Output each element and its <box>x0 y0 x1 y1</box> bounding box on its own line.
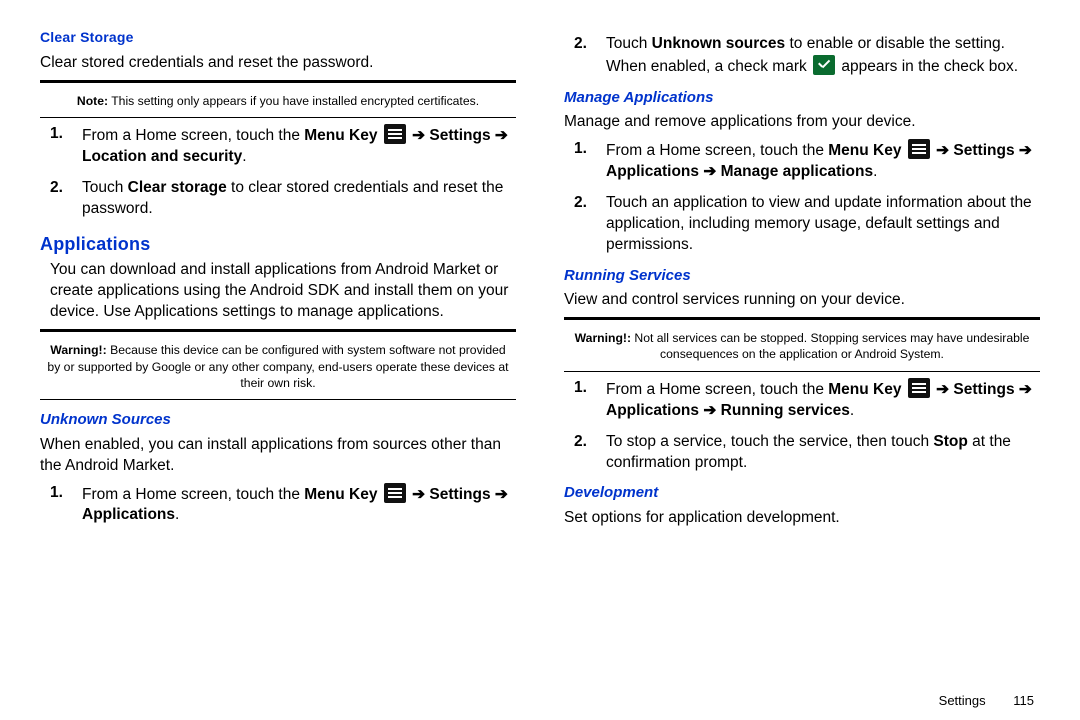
heading-unknown-sources: Unknown Sources <box>40 410 516 430</box>
right-column: Touch Unknown sources to enable or disab… <box>564 28 1040 708</box>
unknown-steps-cont: Touch Unknown sources to enable or disab… <box>564 34 1040 78</box>
footer-page: 115 <box>1013 693 1034 708</box>
warning-box: Warning!: Because this device can be con… <box>40 338 516 395</box>
divider <box>564 317 1040 320</box>
applications-body: You can download and install application… <box>40 260 516 323</box>
step-item: Touch an application to view and update … <box>590 193 1040 256</box>
step-item: To stop a service, touch the service, th… <box>590 432 1040 474</box>
divider <box>40 80 516 83</box>
step-item: From a Home screen, touch the Menu Key ➔… <box>590 378 1040 422</box>
unknown-body: When enabled, you can install applicatio… <box>40 435 516 477</box>
divider <box>40 117 516 118</box>
running-steps: From a Home screen, touch the Menu Key ➔… <box>564 378 1040 474</box>
step-item: Touch Unknown sources to enable or disab… <box>590 34 1040 78</box>
page: Clear Storage Clear stored credentials a… <box>0 0 1080 720</box>
divider <box>40 329 516 332</box>
menu-key-icon <box>908 378 930 398</box>
divider <box>564 371 1040 372</box>
divider <box>40 399 516 400</box>
heading-clear-storage: Clear Storage <box>40 28 516 47</box>
heading-applications: Applications <box>40 232 516 256</box>
running-body: View and control services running on you… <box>564 290 1040 311</box>
menu-key-icon <box>384 124 406 144</box>
step-item: Touch Clear storage to clear stored cred… <box>66 178 516 220</box>
note-text: This setting only appears if you have in… <box>108 94 479 108</box>
note-label: Note: <box>77 94 108 108</box>
clear-storage-desc: Clear stored credentials and reset the p… <box>40 53 516 74</box>
heading-manage-apps: Manage Applications <box>564 88 1040 108</box>
checkmark-icon <box>813 55 835 75</box>
note-box: Note: This setting only appears if you h… <box>40 89 516 113</box>
page-footer: Settings 115 <box>939 692 1034 710</box>
footer-section: Settings <box>939 693 986 708</box>
warning-text: Because this device can be configured wi… <box>47 343 508 390</box>
warning-label: Warning!: <box>575 331 631 345</box>
warning-box: Warning!: Not all services can be stoppe… <box>564 326 1040 367</box>
left-column: Clear Storage Clear stored credentials a… <box>40 28 516 708</box>
step-item: From a Home screen, touch the Menu Key ➔… <box>590 139 1040 183</box>
heading-running-services: Running Services <box>564 266 1040 286</box>
manage-steps: From a Home screen, touch the Menu Key ➔… <box>564 139 1040 256</box>
menu-key-icon <box>384 483 406 503</box>
step-item: From a Home screen, touch the Menu Key ➔… <box>66 483 516 527</box>
step-item: From a Home screen, touch the Menu Key ➔… <box>66 124 516 168</box>
clear-storage-steps: From a Home screen, touch the Menu Key ➔… <box>40 124 516 220</box>
warning-text: Not all services can be stopped. Stoppin… <box>631 331 1029 361</box>
menu-key-icon <box>908 139 930 159</box>
warning-label: Warning!: <box>50 343 106 357</box>
development-body: Set options for application development. <box>564 508 1040 529</box>
manage-body: Manage and remove applications from your… <box>564 112 1040 133</box>
heading-development: Development <box>564 483 1040 503</box>
unknown-steps: From a Home screen, touch the Menu Key ➔… <box>40 483 516 527</box>
